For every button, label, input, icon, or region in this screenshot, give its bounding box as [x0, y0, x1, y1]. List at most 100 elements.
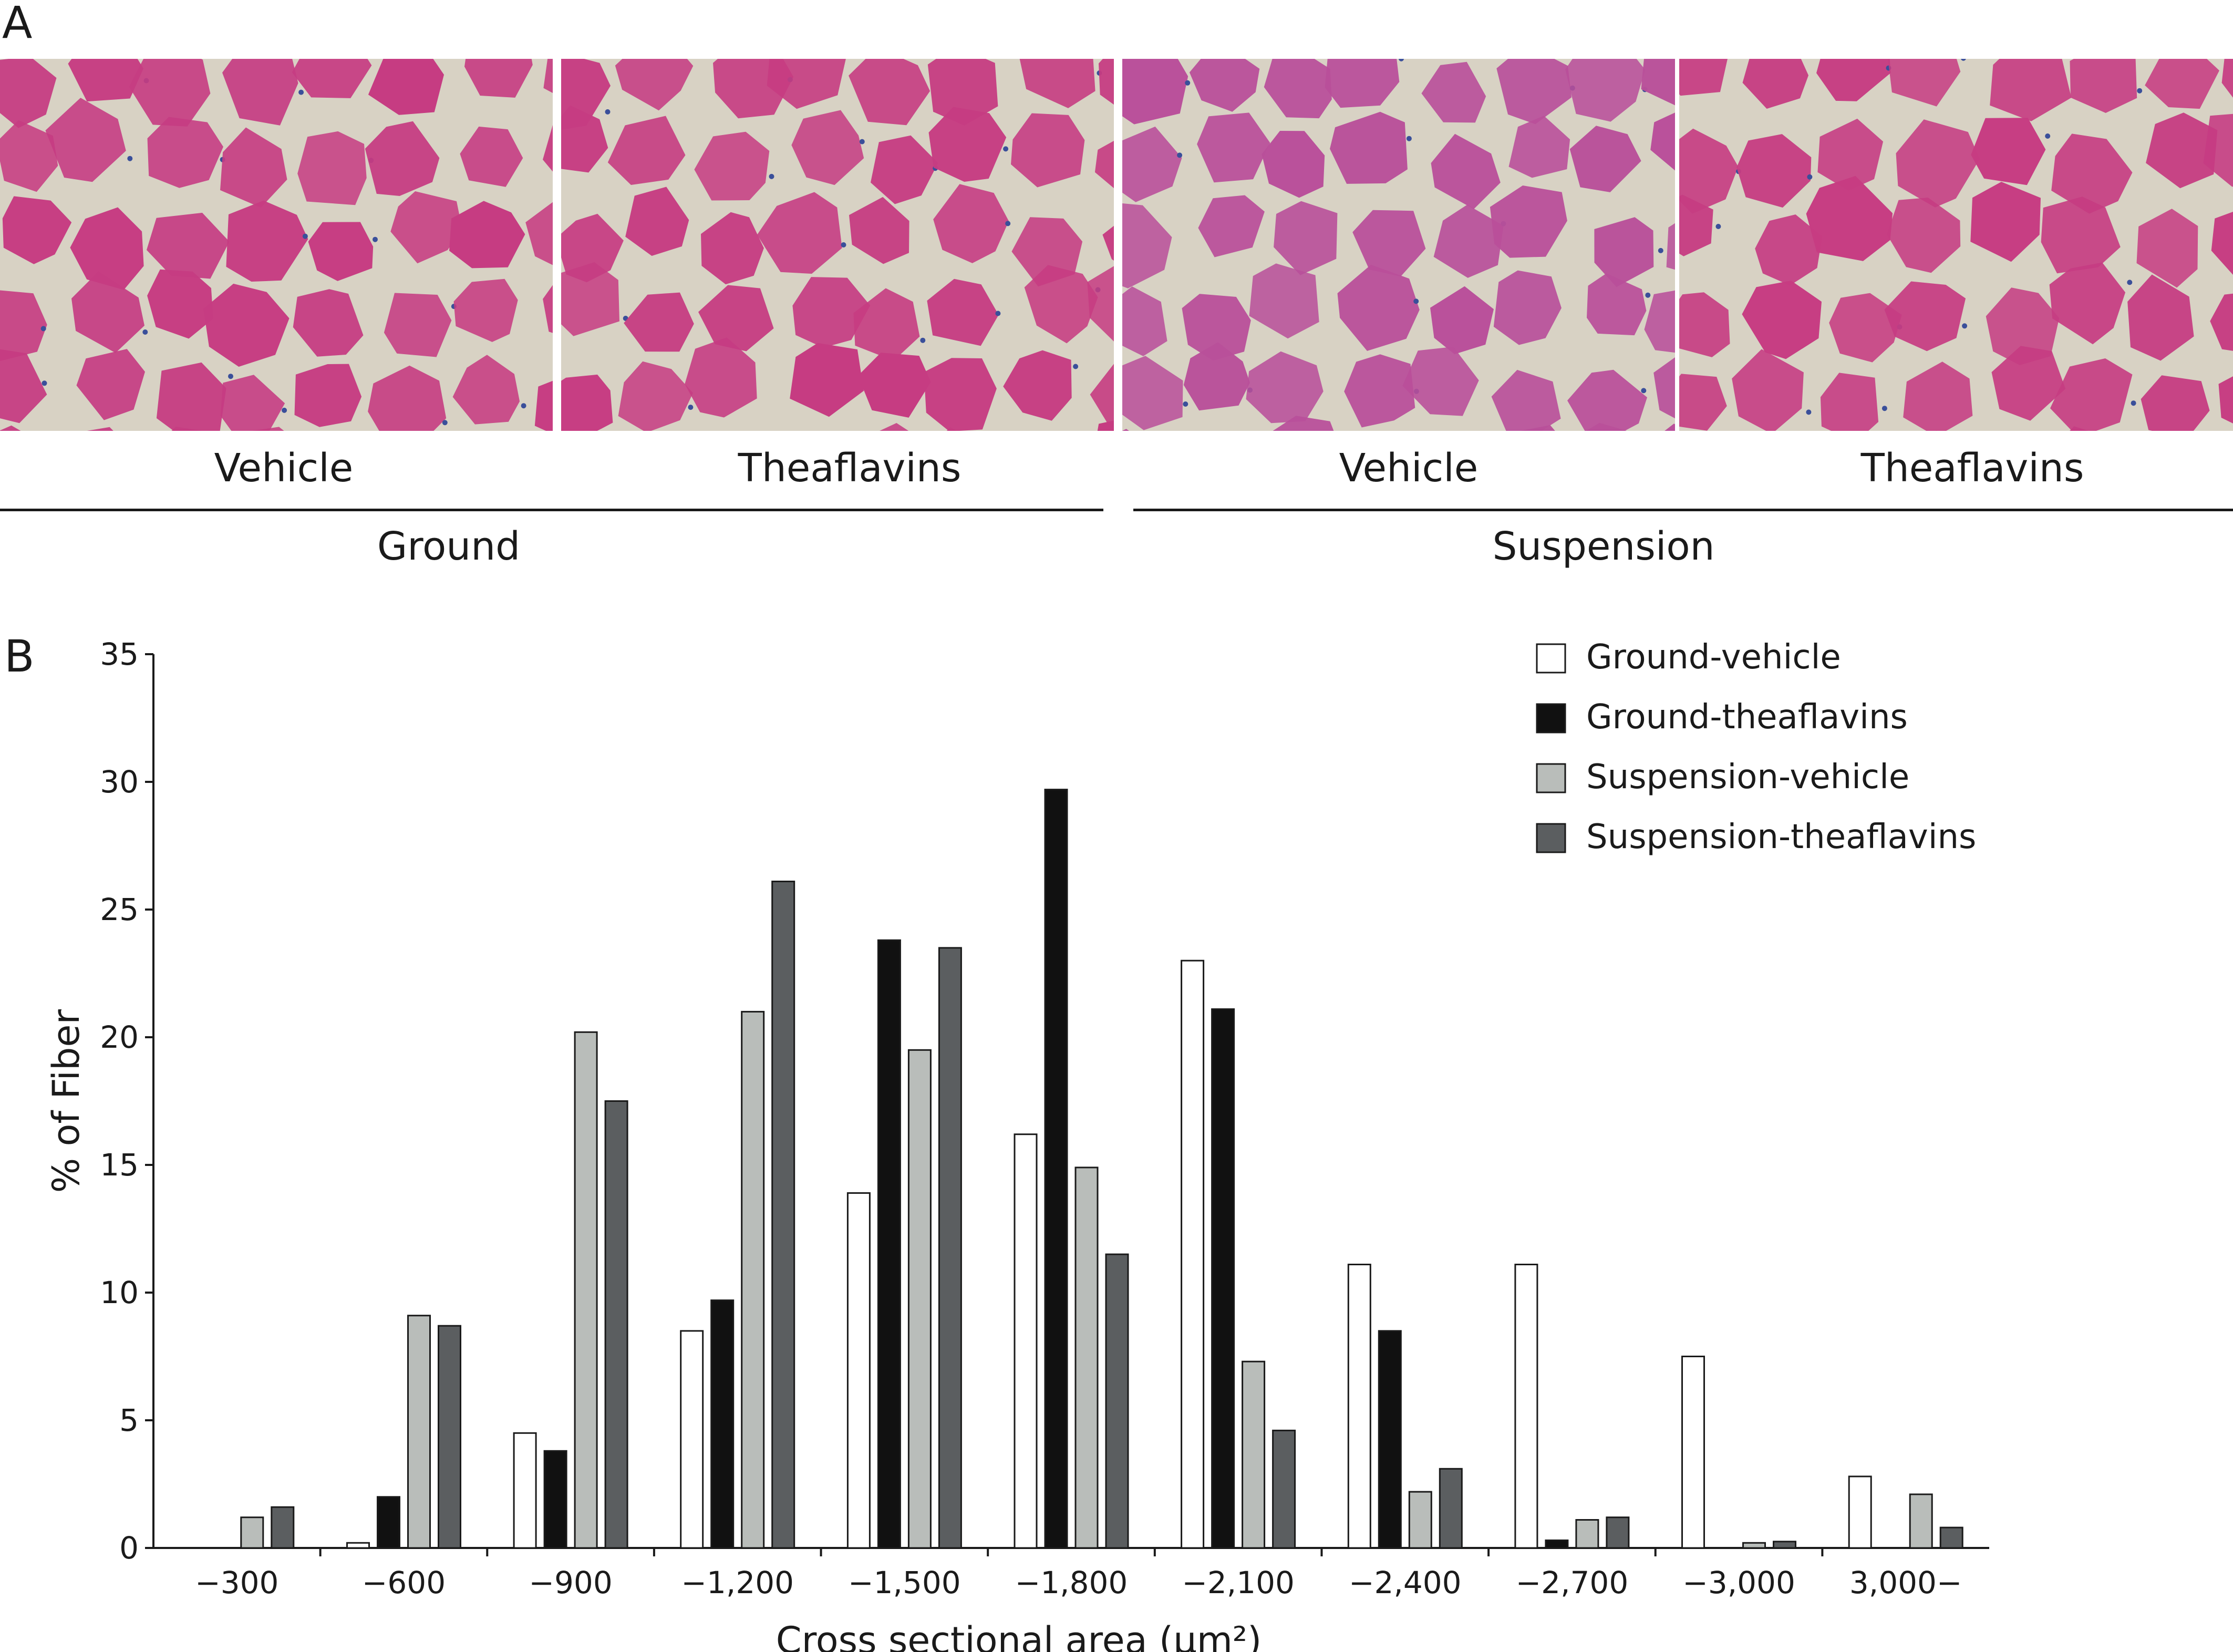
muscle-fiber	[880, 423, 909, 431]
image-label-suspension-theaflavins: Theaflavins	[1860, 446, 2084, 491]
muscle-fiber	[1587, 273, 1647, 336]
muscle-fiber	[1273, 416, 1334, 431]
x-tick-label: −1,500	[848, 1565, 961, 1601]
muscle-fiber	[1011, 217, 1083, 287]
y-axis-label: % of Fiber	[45, 1009, 88, 1193]
bar	[377, 1496, 400, 1549]
muscle-fiber	[2070, 426, 2089, 431]
muscle-fiber	[1679, 59, 1728, 96]
muscle-fiber	[1644, 290, 1675, 353]
x-tick-label: −1,800	[1015, 1565, 1128, 1601]
muscle-fiber	[1003, 350, 1072, 421]
nucleus	[688, 405, 694, 410]
bar	[1044, 789, 1068, 1549]
x-tick-label: −2,100	[1182, 1565, 1295, 1601]
muscle-fiber	[147, 212, 230, 279]
muscle-fiber	[1736, 134, 1812, 208]
muscle-fiber	[1742, 59, 1808, 109]
x-tick-label: −1,200	[681, 1565, 794, 1601]
muscle-fiber	[1817, 118, 1884, 191]
muscle-fiber	[1421, 61, 1486, 123]
bar	[1211, 1008, 1235, 1549]
nucleus	[282, 407, 287, 413]
muscle-fiber	[1094, 141, 1114, 189]
x-tick-label: −600	[362, 1565, 446, 1601]
y-tick-label: 5	[119, 1402, 139, 1438]
muscle-fiber	[308, 222, 374, 281]
muscle-fiber	[292, 59, 372, 98]
nucleus	[1413, 298, 1419, 304]
bar	[271, 1506, 295, 1549]
y-tick-label: 0	[119, 1530, 139, 1566]
muscle-fiber	[849, 197, 909, 264]
muscle-fiber	[252, 427, 284, 431]
muscle-fiber	[1183, 342, 1250, 411]
muscle-fiber	[1665, 424, 1675, 431]
bar	[240, 1516, 264, 1549]
muscle-fiber	[1024, 265, 1098, 344]
muscle-fiber	[698, 285, 774, 352]
bar	[741, 1010, 765, 1549]
muscle-fiber	[1679, 292, 1730, 357]
muscle-fiber	[2127, 274, 2194, 361]
muscle-fiber	[1990, 59, 2072, 121]
bar	[1074, 1166, 1099, 1549]
muscle-fiber	[0, 349, 47, 424]
muscle-fiber	[1641, 59, 1675, 106]
muscle-fiber	[1491, 369, 1561, 431]
muscle-fiber	[0, 290, 47, 362]
muscle-fiber	[464, 59, 533, 98]
bar	[1575, 1519, 1599, 1549]
nucleus	[605, 109, 611, 115]
nucleus	[1185, 80, 1191, 86]
nucleus	[1961, 59, 1966, 61]
muscle-fiber	[2221, 59, 2233, 98]
muscle-fiber	[2146, 112, 2218, 189]
muscle-fiber	[1884, 281, 1966, 352]
nucleus	[769, 173, 774, 179]
muscle-fiber	[2145, 59, 2219, 109]
muscle-fiber	[2070, 59, 2137, 113]
suspension-group-rule	[1133, 509, 2233, 511]
muscle-fiber	[525, 202, 553, 265]
bar	[407, 1315, 431, 1549]
muscle-fiber	[1496, 59, 1572, 125]
muscle-fiber	[1402, 346, 1479, 416]
nucleus	[1645, 292, 1651, 298]
muscle-fiber	[946, 427, 957, 431]
muscle-fiber	[1896, 119, 1980, 208]
nucleus	[42, 380, 47, 386]
muscle-fiber	[853, 288, 920, 361]
muscle-fiber	[618, 361, 693, 431]
nucleus	[920, 337, 926, 343]
muscle-fiber	[1344, 354, 1415, 428]
bar	[1909, 1493, 1933, 1549]
muscle-fiber	[45, 98, 126, 182]
muscle-fiber	[156, 362, 226, 431]
muscle-fiber	[1493, 270, 1562, 345]
x-tick-label: −2,400	[1349, 1565, 1462, 1601]
nucleus	[1073, 364, 1079, 369]
nucleus	[228, 374, 233, 379]
bar	[846, 1192, 871, 1549]
muscle-fiber	[1970, 182, 2041, 262]
muscle-fiber	[927, 278, 999, 346]
nucleus	[1715, 224, 1721, 229]
bar	[1181, 959, 1205, 1549]
bar	[438, 1325, 461, 1549]
muscle-fiber	[1594, 217, 1654, 287]
bar	[1408, 1491, 1432, 1549]
legend-label: Suspension-vehicle	[1586, 758, 1909, 797]
muscle-fiber	[220, 127, 287, 208]
muscle-fiber	[1337, 264, 1420, 351]
nucleus	[1399, 59, 1404, 61]
muscle-fiber	[1325, 59, 1400, 108]
micrograph-suspension-theaflavins	[1679, 59, 2233, 431]
nucleus	[2131, 400, 2136, 406]
muscle-fiber	[1567, 369, 1647, 431]
muscle-fiber	[2141, 375, 2210, 431]
muscle-fiber	[1019, 59, 1095, 108]
muscle-fiber	[1755, 214, 1823, 286]
muscle-fiber	[561, 105, 608, 173]
bar	[1014, 1133, 1038, 1549]
